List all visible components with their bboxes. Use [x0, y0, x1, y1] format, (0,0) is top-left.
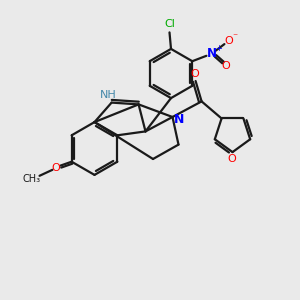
Text: N: N [207, 47, 217, 60]
Text: O: O [227, 154, 236, 164]
Text: N: N [174, 113, 184, 126]
Text: +: + [215, 44, 222, 53]
Text: ⁻: ⁻ [232, 32, 238, 43]
Text: CH₃: CH₃ [22, 174, 40, 184]
Text: O: O [52, 163, 60, 173]
Text: NH: NH [100, 90, 116, 100]
Text: O: O [221, 61, 230, 71]
Text: Cl: Cl [164, 19, 175, 29]
Text: O: O [224, 36, 233, 46]
Text: O: O [190, 69, 200, 80]
